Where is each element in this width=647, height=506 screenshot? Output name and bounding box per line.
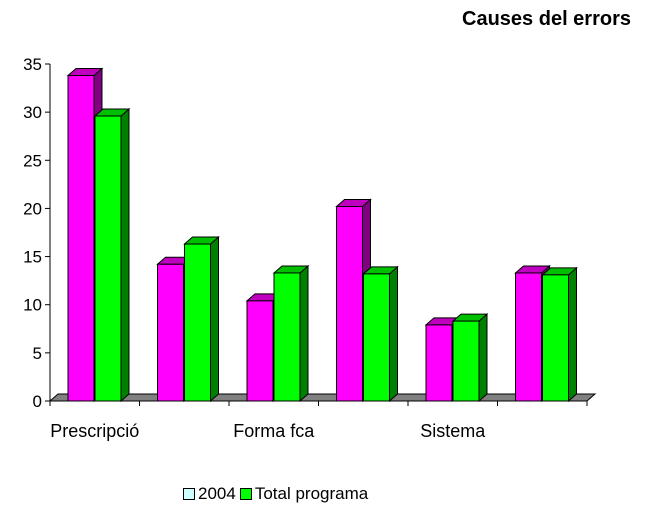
bar-total-programa	[94, 115, 122, 402]
y-tick-label: 15	[23, 248, 42, 267]
bar-total-programa-side	[389, 265, 398, 403]
y-tick-label: 25	[23, 151, 42, 170]
legend-item-total-programa: Total programa	[239, 484, 369, 504]
chart-floor	[48, 393, 597, 402]
y-tick-label: 5	[33, 344, 42, 363]
legend: 2004 Total programa	[183, 484, 372, 504]
y-tick-label: 10	[23, 296, 42, 315]
y-tick-label: 0	[33, 392, 42, 411]
y-tick-label: 35	[23, 55, 42, 74]
chart-title: Causes del errors	[462, 8, 631, 30]
bar-2004	[157, 263, 184, 402]
bar-total-programa-side	[299, 264, 309, 403]
y-tick-label: 30	[23, 103, 42, 122]
x-tick-label: Sistema	[420, 421, 486, 441]
bar-total-programa-side	[478, 312, 488, 403]
bar-total-programa	[542, 274, 569, 402]
bar-total-programa-side	[210, 235, 219, 403]
bar-total-programa	[184, 243, 211, 402]
legend-label-2004: 2004	[198, 484, 236, 503]
y-tick-label: 20	[23, 199, 42, 218]
bar-total-programa	[273, 272, 301, 402]
legend-label-total-programa: Total programa	[254, 484, 369, 503]
legend-swatch-total-programa	[239, 488, 252, 500]
legend-swatch-2004	[183, 488, 195, 500]
x-tick-label: Prescripció	[50, 421, 139, 441]
bar-2004	[246, 300, 274, 402]
bar-2004	[336, 206, 363, 402]
bar-total-programa	[452, 320, 480, 402]
bar-2004	[515, 272, 542, 402]
bar-total-programa	[363, 273, 390, 402]
bar-2004	[425, 324, 453, 402]
bar-2004	[67, 75, 95, 402]
legend-item-2004: 2004	[183, 484, 236, 504]
bar-total-programa-side	[120, 107, 130, 403]
x-tick-label: Forma fca	[233, 421, 315, 441]
bar-total-programa-side	[568, 266, 577, 403]
